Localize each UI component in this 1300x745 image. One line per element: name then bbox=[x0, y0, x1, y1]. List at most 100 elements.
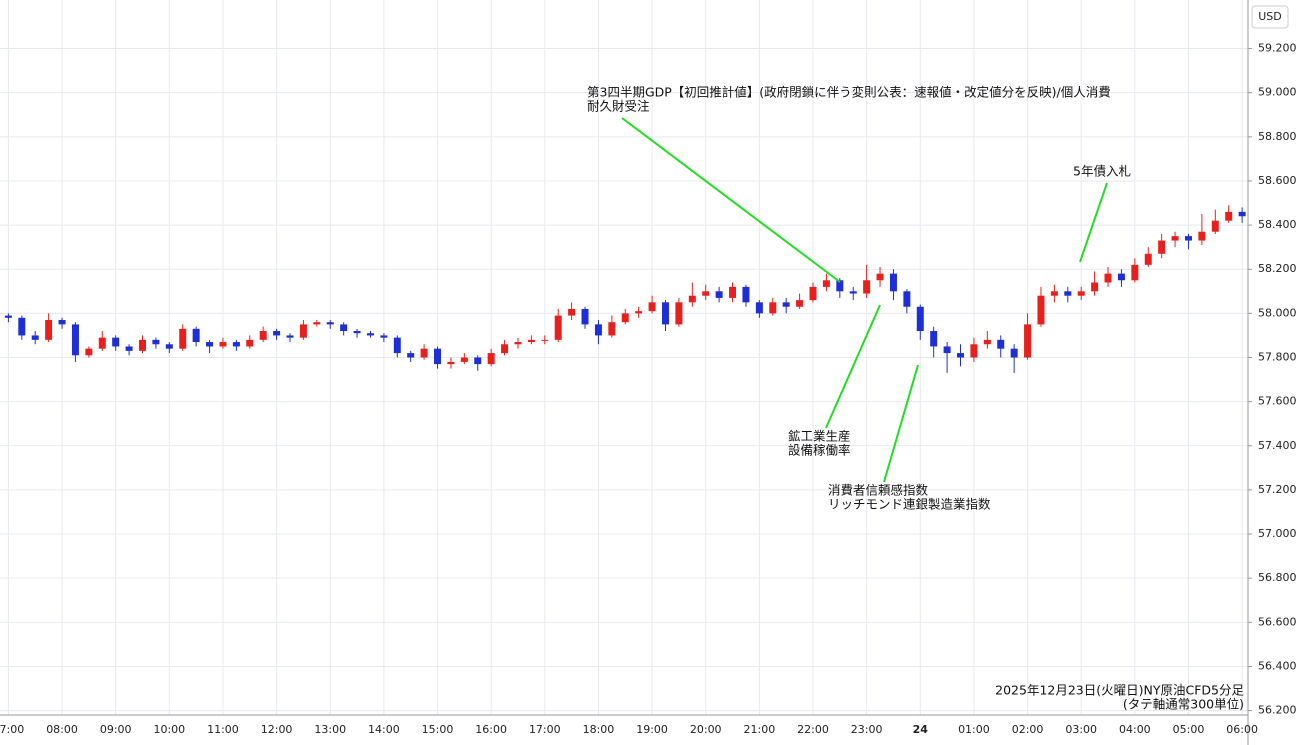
candle-body bbox=[729, 286, 737, 298]
annotation: 第3四半期GDP【初回推計値】(政府閉鎖に伴う変則公表：速報値・改定値分を反映)… bbox=[587, 85, 1111, 100]
candle-body bbox=[246, 339, 254, 347]
candle-body bbox=[1077, 291, 1085, 296]
candle-body bbox=[192, 328, 200, 343]
x-tick-label: 05:00 bbox=[1173, 723, 1205, 736]
candle-body bbox=[447, 361, 455, 365]
candle-body bbox=[434, 348, 442, 365]
candle-body bbox=[474, 357, 482, 365]
x-tick-label: 12:00 bbox=[261, 723, 293, 736]
y-tick-label: 56.600 bbox=[1258, 615, 1297, 628]
candle-body bbox=[1211, 220, 1219, 232]
candle-body bbox=[568, 308, 576, 316]
x-tick-label: 14:00 bbox=[368, 723, 400, 736]
candle-body bbox=[1117, 273, 1125, 281]
candle-body bbox=[1198, 231, 1206, 241]
candle-body bbox=[809, 286, 817, 301]
x-tick-label: 09:00 bbox=[100, 723, 132, 736]
candle-body bbox=[420, 348, 428, 358]
currency-box bbox=[1251, 5, 1289, 29]
candle-body bbox=[165, 344, 173, 349]
x-tick-label: 04:00 bbox=[1119, 723, 1151, 736]
candle-body bbox=[1037, 295, 1045, 325]
candle-body bbox=[1144, 253, 1152, 265]
candle-body bbox=[45, 319, 53, 340]
candle-body bbox=[755, 302, 763, 314]
candle-body bbox=[1064, 291, 1072, 296]
candle-body bbox=[501, 344, 509, 354]
x-tick-label: 23:00 bbox=[851, 723, 883, 736]
candle-body bbox=[661, 302, 669, 325]
candle-body bbox=[1024, 324, 1032, 358]
candle-body bbox=[139, 339, 146, 351]
candle-body bbox=[340, 324, 348, 332]
candle-body bbox=[822, 280, 830, 287]
candle-body bbox=[702, 291, 710, 296]
y-tick-label: 56.400 bbox=[1258, 659, 1297, 672]
pointer bbox=[621, 117, 841, 283]
candle-body bbox=[460, 357, 468, 362]
candle-body bbox=[863, 280, 871, 294]
candle-body bbox=[4, 315, 12, 318]
candle-body bbox=[594, 324, 602, 336]
candle-body bbox=[393, 337, 401, 354]
candle-body bbox=[796, 300, 804, 307]
candle-body bbox=[997, 339, 1005, 349]
candle-body bbox=[31, 335, 39, 340]
candle-body bbox=[688, 295, 696, 303]
candle-body bbox=[514, 342, 522, 345]
candle-body bbox=[715, 291, 723, 298]
candle-body bbox=[286, 335, 294, 338]
candle-body bbox=[380, 335, 388, 338]
candle-body bbox=[219, 342, 227, 347]
y-tick-label: 58.200 bbox=[1258, 262, 1297, 275]
candle-body bbox=[621, 313, 629, 323]
x-tick-label: 01:00 bbox=[958, 723, 990, 736]
candle-body bbox=[407, 353, 415, 358]
candle-body bbox=[98, 337, 106, 349]
candle-body bbox=[782, 302, 790, 307]
candle-body bbox=[487, 353, 495, 365]
footer-note: (タテ軸通常300単位) bbox=[1123, 697, 1244, 712]
y-tick-label: 58.400 bbox=[1258, 218, 1297, 231]
candle-body bbox=[957, 353, 965, 358]
candle-body bbox=[232, 342, 240, 347]
pointer bbox=[1079, 182, 1108, 263]
x-tick-label: 22:00 bbox=[797, 723, 829, 736]
candle-body bbox=[970, 344, 978, 358]
x-tick-label: 10:00 bbox=[153, 723, 185, 736]
annotation-pointers bbox=[621, 117, 1108, 483]
candle-body bbox=[916, 306, 924, 332]
currency-label: USD bbox=[1258, 10, 1282, 23]
x-tick-label: 16:00 bbox=[475, 723, 507, 736]
x-tick-label: 07:00 bbox=[0, 723, 24, 736]
x-tick-label: 17:00 bbox=[529, 723, 561, 736]
candle-body bbox=[1091, 282, 1099, 292]
y-tick-label: 57.400 bbox=[1258, 439, 1297, 452]
candle-body bbox=[1184, 236, 1192, 241]
pointer bbox=[883, 364, 919, 483]
candle-body bbox=[259, 331, 267, 340]
annotation: 5年債入札 bbox=[1073, 164, 1131, 179]
pointer bbox=[825, 304, 881, 429]
candle-body bbox=[742, 286, 750, 303]
y-tick-label: 56.200 bbox=[1258, 704, 1297, 717]
candle-body bbox=[273, 331, 281, 336]
candle-body bbox=[299, 324, 307, 338]
candle-body bbox=[836, 280, 844, 292]
candle-body bbox=[152, 339, 160, 345]
candle-body bbox=[849, 291, 857, 294]
y-tick-label: 57.200 bbox=[1258, 483, 1297, 496]
y-tick-label: 57.800 bbox=[1258, 351, 1297, 364]
candle-body bbox=[1158, 240, 1166, 254]
candle-body bbox=[675, 302, 683, 325]
candle-body bbox=[1104, 273, 1112, 283]
y-tick-label: 58.000 bbox=[1258, 306, 1297, 319]
annotation: 消費者信頼感指数 bbox=[828, 483, 929, 498]
x-tick-label: 19:00 bbox=[636, 723, 668, 736]
annotation: 耐久財受注 bbox=[587, 99, 650, 114]
candle-body bbox=[179, 328, 187, 349]
candle-body bbox=[608, 322, 616, 336]
candle-body bbox=[353, 331, 361, 334]
